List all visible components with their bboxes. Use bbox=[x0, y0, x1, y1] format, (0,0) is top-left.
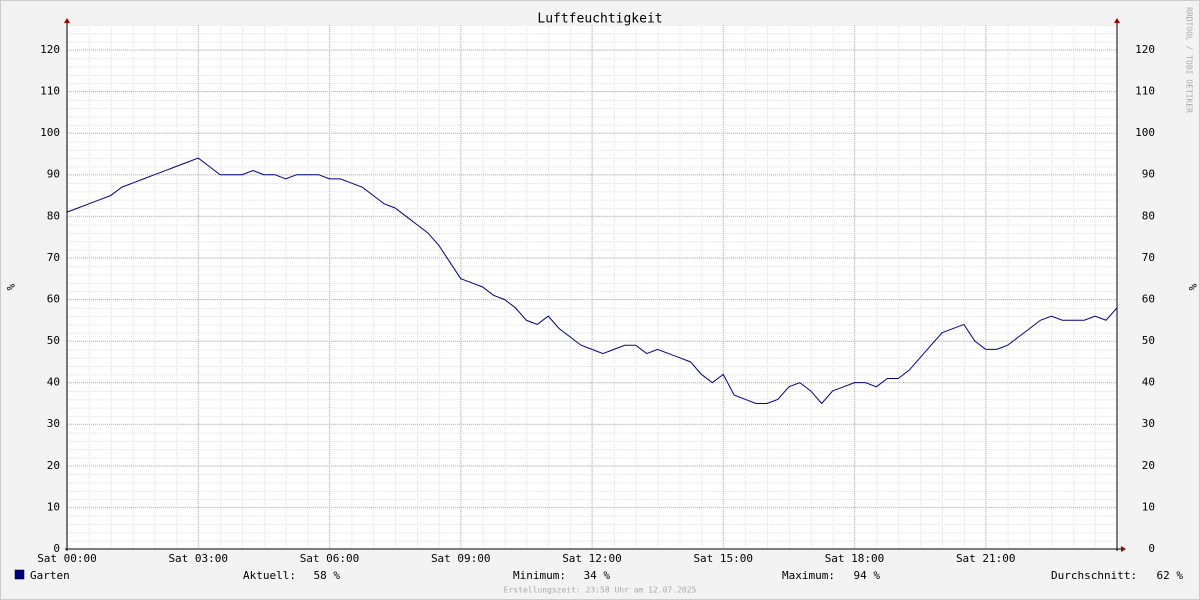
y-tick-label: 50 bbox=[47, 334, 60, 347]
x-tick-label: Sat 21:00 bbox=[956, 552, 1016, 565]
y-axis-label: % bbox=[4, 284, 17, 291]
x-tick-label: Sat 15:00 bbox=[693, 552, 753, 565]
y2-tick-label: 110 bbox=[1135, 85, 1155, 98]
stat-label: Minimum: bbox=[513, 569, 566, 582]
y-tick-label: 30 bbox=[47, 417, 60, 430]
y-tick-label: 60 bbox=[47, 292, 60, 305]
y2-tick-label: 30 bbox=[1142, 417, 1155, 430]
stat-value: 58 % bbox=[314, 569, 341, 582]
footer: Erstellungszeit: 23:58 Uhr am 12.07.2025 bbox=[504, 586, 697, 595]
y2-tick-label: 60 bbox=[1142, 292, 1155, 305]
y-tick-label: 80 bbox=[47, 209, 60, 222]
y-tick-label: 90 bbox=[47, 168, 60, 181]
legend-label: Garten bbox=[30, 569, 70, 582]
arrow bbox=[1121, 546, 1126, 552]
y-tick-label: 110 bbox=[40, 85, 60, 98]
y-tick-label: 70 bbox=[47, 251, 60, 264]
y2-tick-label: 80 bbox=[1142, 209, 1155, 222]
stat-value: 94 % bbox=[854, 569, 881, 582]
y2-tick-label: 20 bbox=[1142, 459, 1155, 472]
legend-swatch bbox=[14, 569, 25, 580]
x-tick-label: Sat 06:00 bbox=[300, 552, 360, 565]
y2-tick-label: 90 bbox=[1142, 168, 1155, 181]
x-tick-label: Sat 12:00 bbox=[562, 552, 622, 565]
stat-label: Maximum: bbox=[782, 569, 835, 582]
stat-value: 62 % bbox=[1157, 569, 1184, 582]
y2-tick-label: 70 bbox=[1142, 251, 1155, 264]
stat-label: Aktuell: bbox=[243, 569, 296, 582]
y2-tick-label: 120 bbox=[1135, 43, 1155, 56]
stat-value: 34 % bbox=[584, 569, 611, 582]
y2-tick-label: 100 bbox=[1135, 126, 1155, 139]
x-tick-label: Sat 18:00 bbox=[825, 552, 885, 565]
arrow bbox=[64, 18, 70, 23]
watermark: RRDTOOL / TOBI OETIKER bbox=[1185, 7, 1194, 113]
y2-tick-label: 10 bbox=[1142, 500, 1155, 513]
arrow bbox=[1114, 18, 1120, 23]
x-tick-label: Sat 00:00 bbox=[37, 552, 97, 565]
chart-title: Luftfeuchtigkeit bbox=[537, 12, 662, 27]
y-tick-label: 40 bbox=[47, 376, 60, 389]
stat-label: Durchschnitt: bbox=[1051, 569, 1137, 582]
y-tick-label: 100 bbox=[40, 126, 60, 139]
x-tick-label: Sat 03:00 bbox=[168, 552, 228, 565]
y-tick-label: 120 bbox=[40, 43, 60, 56]
y2-axis-label: % bbox=[1186, 284, 1199, 291]
y-tick-label: 0 bbox=[53, 542, 60, 555]
data-line bbox=[66, 157, 1118, 405]
y-tick-label: 10 bbox=[47, 500, 60, 513]
x-tick-label: Sat 09:00 bbox=[431, 552, 491, 565]
y2-tick-label: 50 bbox=[1142, 334, 1155, 347]
y-tick-label: 20 bbox=[47, 459, 60, 472]
y2-tick-label: 40 bbox=[1142, 376, 1155, 389]
y2-tick-label: 0 bbox=[1148, 542, 1155, 555]
